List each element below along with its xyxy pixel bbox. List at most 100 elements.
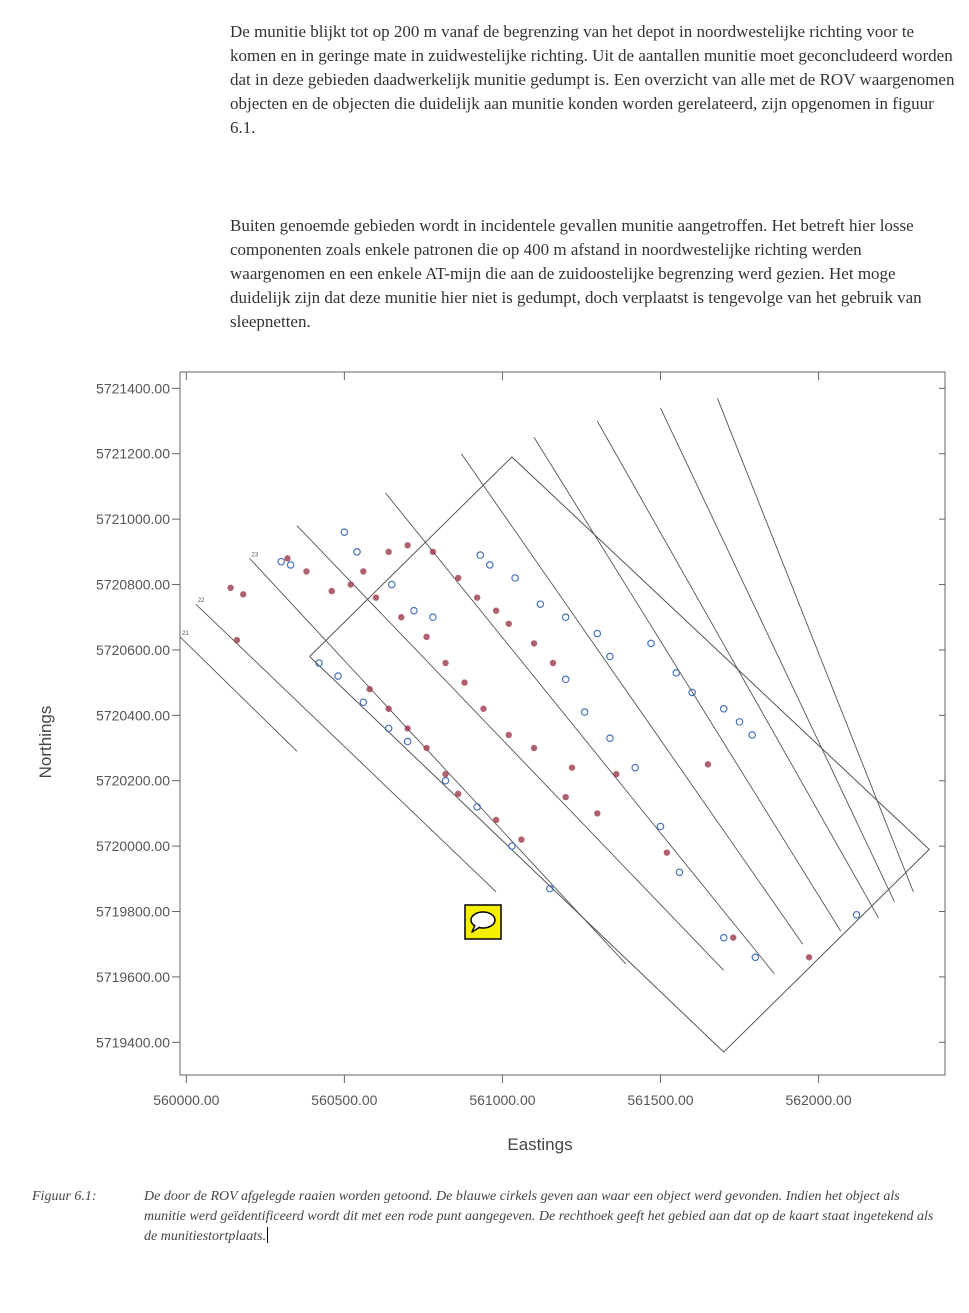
y-tick-label: 5720000.00 bbox=[96, 838, 170, 854]
munition-dot bbox=[442, 770, 449, 778]
object-circle bbox=[340, 528, 349, 537]
object-circle bbox=[647, 639, 655, 648]
body-paragraph-1: De munitie blijkt tot op 200 m vanaf de … bbox=[230, 22, 955, 137]
munition-dot bbox=[454, 574, 462, 582]
munition-dot bbox=[227, 584, 234, 592]
plot-frame bbox=[179, 371, 946, 1076]
transect-line bbox=[385, 492, 775, 974]
x-tick-label: 560000.00 bbox=[153, 1092, 219, 1108]
munition-dot bbox=[404, 542, 411, 549]
munition-dot bbox=[461, 679, 468, 686]
object-circle bbox=[353, 548, 361, 556]
object-circle bbox=[606, 734, 614, 743]
object-circle bbox=[334, 672, 342, 680]
object-circle bbox=[403, 737, 412, 746]
munition-dot bbox=[530, 744, 538, 752]
y-tick-label: 5721200.00 bbox=[96, 446, 170, 462]
munition-dot bbox=[303, 568, 310, 575]
object-circle bbox=[735, 718, 744, 726]
text-cursor bbox=[267, 1227, 269, 1243]
x-tick-label: 561000.00 bbox=[469, 1092, 535, 1108]
transect-line bbox=[460, 453, 804, 945]
transect-label: 22 bbox=[198, 598, 205, 604]
munition-dot bbox=[505, 620, 512, 627]
munition-dot bbox=[549, 659, 557, 667]
munition-dot bbox=[454, 790, 462, 797]
munition-dot bbox=[423, 744, 430, 752]
munition-dot bbox=[372, 594, 380, 601]
object-circle bbox=[852, 910, 861, 919]
y-tick-label: 5720600.00 bbox=[96, 642, 170, 658]
munition-dot bbox=[385, 548, 392, 556]
object-circle bbox=[748, 731, 756, 739]
y-tick-label: 5720800.00 bbox=[96, 577, 170, 593]
transect-label: 23 bbox=[252, 552, 259, 558]
object-circle bbox=[473, 803, 481, 811]
comment-icon-button[interactable] bbox=[464, 904, 502, 940]
object-circle bbox=[580, 708, 589, 716]
munition-dot bbox=[240, 591, 247, 598]
caption-text-block: De door de ROV afgelegde raaien worden g… bbox=[144, 1187, 934, 1247]
caption-text: De door de ROV afgelegde raaien worden g… bbox=[144, 1189, 934, 1244]
x-tick-label: 562000.00 bbox=[785, 1092, 851, 1108]
object-circle bbox=[631, 763, 640, 772]
munition-dot bbox=[473, 594, 481, 601]
object-circle bbox=[672, 669, 681, 677]
object-circle bbox=[751, 953, 760, 962]
transect-label: 21 bbox=[182, 631, 189, 637]
object-circle bbox=[546, 884, 554, 893]
y-tick-label: 5721400.00 bbox=[96, 380, 170, 396]
transect-line bbox=[716, 397, 914, 893]
object-circle bbox=[485, 561, 494, 569]
y-tick-label: 5721000.00 bbox=[96, 511, 170, 527]
object-circle bbox=[429, 613, 437, 622]
object-circle bbox=[410, 606, 418, 615]
survey-chart: 21 22 23 560000.00 560500.00 561000.00 561500… bbox=[36, 371, 946, 1154]
munition-dot bbox=[594, 810, 601, 817]
object-circle bbox=[441, 776, 450, 785]
object-circle bbox=[606, 652, 614, 661]
munition-dot bbox=[805, 954, 813, 961]
y-axis-title: Northings bbox=[36, 706, 55, 779]
y-tick-label: 5719600.00 bbox=[96, 969, 170, 985]
munition-dot bbox=[284, 555, 291, 562]
object-circle bbox=[593, 629, 602, 638]
munition-dot bbox=[492, 816, 500, 824]
object-circle bbox=[719, 704, 728, 713]
munition-dot bbox=[404, 725, 411, 732]
munition-dot bbox=[347, 581, 354, 588]
munition-dot bbox=[505, 731, 512, 739]
munition-dot bbox=[328, 587, 335, 595]
y-tick-label: 5720200.00 bbox=[96, 773, 170, 789]
munition-dot bbox=[429, 548, 437, 556]
munition-dot bbox=[442, 659, 449, 667]
object-circle bbox=[277, 557, 285, 566]
y-tick-label: 5719800.00 bbox=[96, 904, 170, 920]
munition-dot bbox=[518, 836, 525, 843]
y-tick-label: 5719400.00 bbox=[96, 1034, 170, 1050]
object-circle bbox=[719, 933, 728, 942]
transect-line bbox=[249, 558, 627, 965]
munition-dot bbox=[233, 636, 241, 644]
dump-area-rectangle bbox=[309, 456, 930, 1053]
object-marks bbox=[227, 528, 861, 962]
object-circle bbox=[476, 551, 485, 559]
dump-area-outline bbox=[309, 456, 930, 1053]
transect-line bbox=[533, 437, 842, 932]
object-circle bbox=[656, 822, 665, 831]
munition-dot bbox=[663, 849, 671, 856]
object-circle bbox=[286, 561, 295, 569]
transect-line bbox=[296, 525, 725, 971]
munition-dot bbox=[480, 705, 487, 712]
munition-dot bbox=[613, 770, 620, 778]
munition-dot bbox=[398, 614, 405, 621]
munition-dot bbox=[385, 705, 392, 712]
object-circle bbox=[561, 613, 570, 622]
x-tick-label: 560500.00 bbox=[311, 1092, 377, 1108]
object-circle bbox=[511, 574, 519, 582]
object-circle bbox=[508, 842, 516, 850]
object-circle bbox=[387, 580, 396, 589]
object-circle bbox=[561, 675, 570, 684]
object-circle bbox=[315, 659, 323, 667]
chart-axes: 560000.00 560500.00 561000.00 561500.00 5620… bbox=[96, 371, 946, 1108]
